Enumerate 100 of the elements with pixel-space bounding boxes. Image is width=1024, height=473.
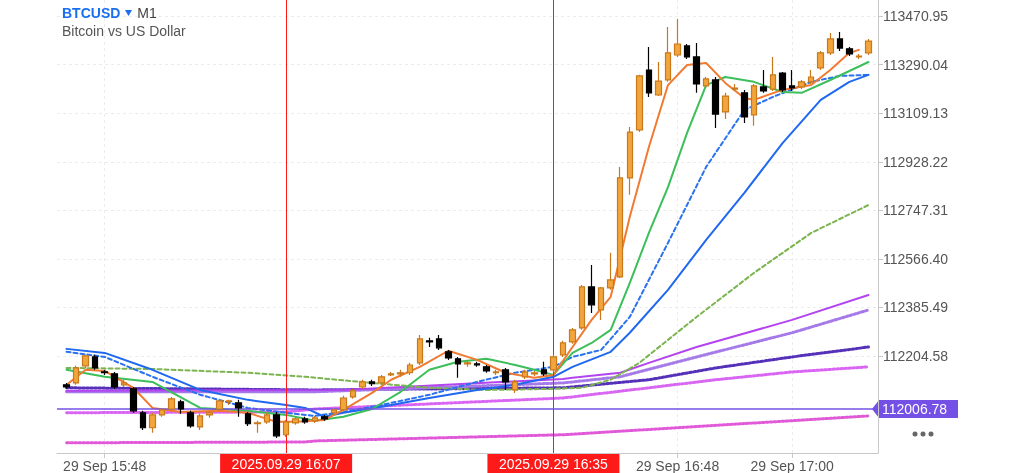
candlestick <box>635 74 644 133</box>
candlestick <box>311 415 319 424</box>
ref-line-label: 112006.78 <box>882 401 948 418</box>
candlestick <box>186 410 195 429</box>
candlestick <box>855 53 863 60</box>
candlestick <box>492 369 500 376</box>
candlestick <box>606 252 615 291</box>
candlestick <box>549 354 558 373</box>
candlestick <box>387 371 395 377</box>
candlestick <box>244 411 252 427</box>
candlestick <box>215 398 224 412</box>
x-tick-label: 29 Sep 16:48 <box>635 458 720 473</box>
y-tick-label: 113290.04 <box>883 56 949 73</box>
y-tick-label: 112385.49 <box>883 299 949 316</box>
candlestick <box>521 369 529 380</box>
candlestick <box>616 166 624 279</box>
candlestick <box>683 43 691 60</box>
candlestick <box>559 340 567 358</box>
candlestick <box>673 18 682 58</box>
candlestick <box>664 26 672 83</box>
candlestick <box>778 71 787 93</box>
candlestick <box>301 416 309 425</box>
candlestick <box>110 371 119 390</box>
candlestick <box>139 410 147 431</box>
chart-title: BTCUSD <box>62 4 121 22</box>
y-tick-label: 112928.22 <box>883 153 949 170</box>
candlestick <box>368 379 376 387</box>
candlestick <box>358 379 367 390</box>
candlestick <box>234 399 243 418</box>
candlestick <box>597 286 605 321</box>
candlestick <box>540 361 548 377</box>
candlestick <box>473 361 481 368</box>
candlestick <box>692 42 701 94</box>
candlestick <box>845 46 854 57</box>
candlestick <box>330 407 338 416</box>
candlestick <box>578 284 586 331</box>
candlestick <box>339 395 348 413</box>
x-tick-label: 29 Sep 15:48 <box>63 458 147 473</box>
y-tick-label: 113470.95 <box>883 8 949 25</box>
candlestick <box>797 79 806 90</box>
text: Bitcoin vs US Dollar <box>62 22 186 40</box>
candlestick <box>177 399 185 415</box>
candlestick <box>129 386 138 414</box>
candlestick <box>740 89 749 124</box>
candlestick <box>807 69 815 85</box>
x-tick-label: 29 Sep 17:00 <box>750 458 834 473</box>
annotation: M1 <box>137 4 157 22</box>
candlestick <box>291 416 300 426</box>
candlestick <box>482 364 491 374</box>
candlestick <box>81 354 90 369</box>
candlestick <box>454 356 462 379</box>
line-series <box>65 204 870 391</box>
candlestick <box>444 349 453 361</box>
candlestick <box>463 359 472 368</box>
candlestick <box>702 76 710 89</box>
candlestick <box>167 396 176 412</box>
candlestick <box>91 354 99 371</box>
candlestick <box>225 399 233 406</box>
candlestick <box>396 369 405 378</box>
candlestick <box>721 92 730 120</box>
candlestick <box>425 337 434 348</box>
candlestick <box>435 334 443 351</box>
candlestick <box>253 420 262 434</box>
candlestick <box>816 50 825 71</box>
candlestick <box>769 56 777 92</box>
candlestick <box>377 374 386 386</box>
candlestick <box>759 69 768 94</box>
y-tick-label: 113109.13 <box>883 105 949 122</box>
line-series <box>65 293 870 392</box>
line-series <box>65 414 870 445</box>
candlestick <box>511 379 519 394</box>
candlestick <box>282 419 290 438</box>
candlestick <box>406 362 414 376</box>
candlestick <box>711 76 720 129</box>
candlestick <box>320 414 329 422</box>
candlestick <box>501 367 510 391</box>
candlestick <box>750 83 758 127</box>
candlestick <box>416 334 424 366</box>
y-tick-label: 112566.40 <box>883 250 949 267</box>
candlestick <box>272 411 281 439</box>
candlestick <box>100 369 109 376</box>
candlestick <box>587 264 596 314</box>
candlestick <box>120 379 128 388</box>
candlestick <box>148 412 157 434</box>
candlestick <box>731 83 739 92</box>
candlestick <box>196 413 204 431</box>
line-series <box>65 365 870 415</box>
candlestick <box>836 31 844 52</box>
candlestick <box>349 388 357 400</box>
line-series <box>65 308 870 394</box>
candlestick <box>826 32 835 56</box>
candlestick <box>62 382 71 390</box>
candlestick <box>205 410 214 419</box>
y-tick-label: 112747.31 <box>883 202 949 219</box>
ref-line-label: 2025.09.29 16:07 <box>231 455 341 472</box>
ref-line-label: 2025.09.29 16:35 <box>498 455 609 472</box>
candlestick <box>158 407 166 418</box>
candlestick <box>568 327 577 345</box>
candlestick <box>864 38 873 56</box>
y-tick-label: 112204.58 <box>883 347 949 364</box>
